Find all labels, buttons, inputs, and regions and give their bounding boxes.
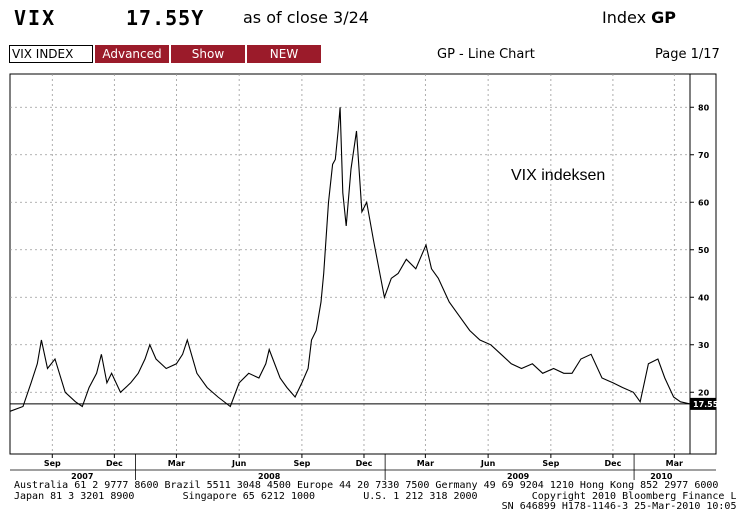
ticker-field[interactable]: VIX INDEX	[9, 45, 93, 63]
y-tick-label: 50	[698, 246, 710, 255]
chart-title: GP - Line Chart	[437, 47, 535, 62]
last-price: 17.55Y	[126, 6, 205, 30]
new-button[interactable]: NEW	[247, 45, 321, 63]
y-tick-label: 20	[698, 388, 710, 397]
function-code: GP	[651, 8, 676, 27]
y-tick-label: 30	[698, 341, 710, 350]
footer-line-2: Japan 81 3 3201 8900 Singapore 65 6212 1…	[14, 490, 736, 502]
last-value-box	[690, 397, 716, 410]
plot-frame	[9, 73, 717, 455]
vix-line-chart: 20 30 40 50 60 70 80 Sep Dec Mar Jun Sep Dec Mar Jun Se…	[9, 73, 719, 481]
page-indicator: Page 1/17	[655, 47, 720, 62]
x-year-label: 2007	[71, 472, 93, 481]
advanced-button[interactable]: Advanced	[95, 45, 169, 63]
x-month-label: Dec	[605, 459, 622, 468]
y-tick-label: 80	[698, 103, 710, 112]
toolbar: VIX INDEX Advanced Show NEW	[9, 45, 321, 63]
x-year-label: 2010	[650, 472, 673, 481]
x-month-label: Sep	[293, 459, 310, 468]
footer-line-3: SN 646899 H178-1146-3 25-Mar-2010 10:05:…	[14, 501, 736, 512]
x-month-label: Dec	[106, 459, 123, 468]
chart-annotation: VIX indeksen	[511, 167, 605, 184]
ticker-symbol: VIX	[14, 6, 57, 30]
footer-line-1: Australia 61 2 9777 8600 Brazil 5511 304…	[14, 480, 719, 491]
axes: 20 30 40 50 60 70 80 Sep Dec Mar Jun Sep Dec Mar Jun Se…	[10, 74, 716, 481]
last-value-label: 17.55	[693, 400, 719, 409]
vix-series-line	[9, 107, 691, 412]
show-button[interactable]: Show	[171, 45, 245, 63]
grid	[10, 74, 690, 454]
x-month-label: Mar	[417, 459, 434, 468]
as-of-date: as of close 3/24	[243, 8, 369, 27]
x-year-label: 2009	[507, 472, 530, 481]
x-month-label: Jun	[480, 459, 496, 468]
x-month-label: Sep	[542, 459, 559, 468]
index-label: Index GP	[602, 8, 676, 27]
x-month-label: Dec	[356, 459, 373, 468]
x-month-label: Jun	[231, 459, 247, 468]
x-month-label: Sep	[44, 459, 61, 468]
y-tick-label: 60	[698, 198, 710, 207]
y-tick-label: 70	[698, 151, 710, 160]
x-month-label: Mar	[666, 459, 683, 468]
index-label-text: Index	[602, 8, 647, 27]
y-tick-label: 40	[698, 293, 710, 302]
x-month-label: Mar	[168, 459, 185, 468]
x-year-label: 2008	[258, 472, 281, 481]
footer: Australia 61 2 9777 8600 Brazil 5511 304…	[14, 480, 736, 513]
